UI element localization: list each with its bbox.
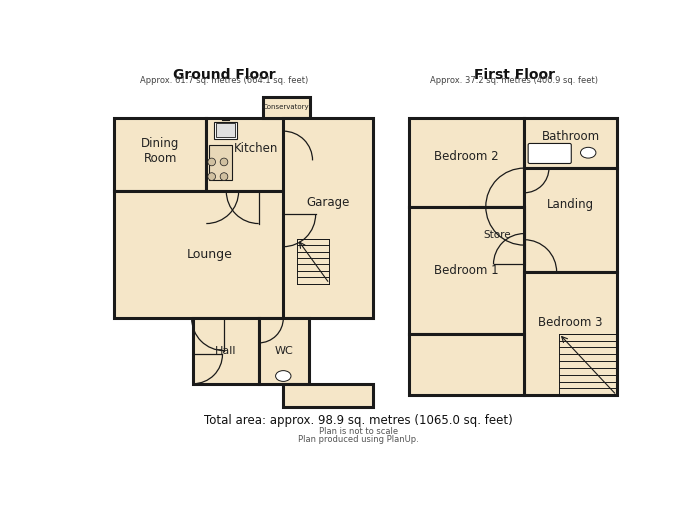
Text: Total area: approx. 98.9 sq. metres (1065.0 sq. feet): Total area: approx. 98.9 sq. metres (106… (204, 414, 513, 427)
Circle shape (220, 158, 228, 166)
Text: Landing: Landing (547, 198, 594, 211)
Circle shape (208, 158, 216, 166)
Ellipse shape (580, 147, 596, 158)
Bar (216, 124, 235, 137)
Bar (258, 318, 309, 384)
Bar (409, 207, 524, 334)
Text: Store: Store (484, 231, 511, 240)
Text: Plan is not to scale: Plan is not to scale (319, 427, 398, 436)
Text: Lounge: Lounge (186, 248, 232, 261)
Bar (524, 272, 617, 395)
Bar (524, 118, 617, 168)
Text: First Floor: First Floor (474, 68, 555, 82)
Bar (470, 207, 524, 264)
Text: Bathroom: Bathroom (541, 130, 600, 144)
Bar (209, 145, 232, 180)
Bar (284, 384, 372, 407)
Text: Plan produced using PlanUp.: Plan produced using PlanUp. (298, 435, 419, 444)
Bar (214, 122, 237, 139)
Text: WC: WC (274, 346, 293, 356)
Circle shape (220, 173, 228, 180)
Bar (114, 191, 305, 318)
Bar (409, 118, 524, 207)
Text: Conservatory: Conservatory (263, 104, 309, 110)
Text: Bedroom 2: Bedroom 2 (434, 150, 499, 163)
FancyBboxPatch shape (528, 144, 571, 163)
Circle shape (208, 173, 216, 180)
Text: Kitchen: Kitchen (233, 142, 278, 155)
Bar (524, 168, 617, 272)
Text: Ground Floor: Ground Floor (173, 68, 275, 82)
Bar (193, 318, 258, 384)
Bar (409, 334, 524, 395)
Text: Hall: Hall (215, 346, 237, 356)
Text: Garage: Garage (307, 196, 349, 209)
Bar (262, 97, 310, 118)
Bar (206, 118, 305, 191)
Bar (284, 118, 372, 318)
Text: Approx. 61.7 sq. metres (664.1 sq. feet): Approx. 61.7 sq. metres (664.1 sq. feet) (140, 76, 308, 86)
Text: Bedroom 1: Bedroom 1 (434, 264, 499, 276)
Text: Bedroom 3: Bedroom 3 (538, 316, 603, 329)
Bar (114, 118, 206, 191)
Text: Dining
Room: Dining Room (141, 137, 179, 165)
Ellipse shape (276, 371, 291, 381)
Text: Approx. 37.2 sq. metres (400.9 sq. feet): Approx. 37.2 sq. metres (400.9 sq. feet) (430, 76, 598, 86)
